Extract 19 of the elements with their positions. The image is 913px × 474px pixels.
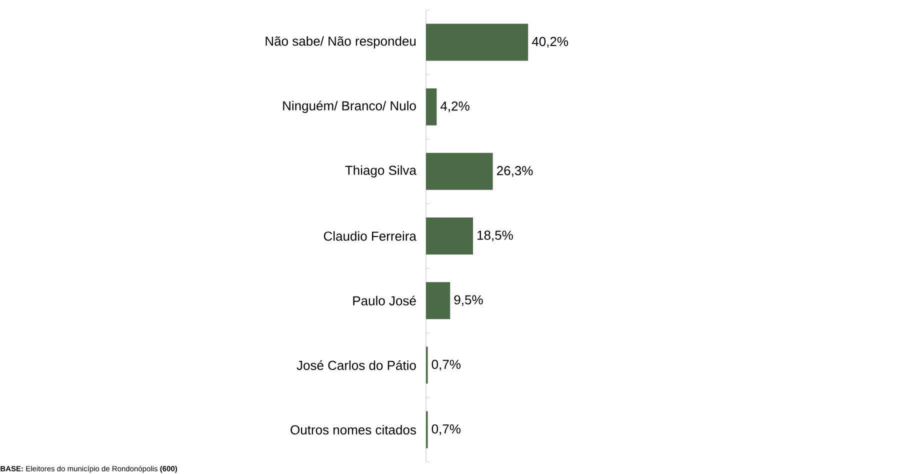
- data-label: 4,2%: [440, 101, 470, 112]
- data-label: 26,3%: [496, 166, 533, 177]
- data-label: 9,5%: [454, 295, 483, 306]
- data-label: 0,7%: [432, 360, 460, 371]
- y-tick-label: Outros nomes citados: [290, 424, 416, 434]
- y-tick-label: Thiago Silva: [345, 165, 416, 178]
- bar: [426, 218, 473, 255]
- y-tick-label: Não sabe/ Não respondeu: [266, 36, 416, 48]
- y-tick-label: Claudio Ferreira: [324, 231, 416, 241]
- y-tick-label: Paulo José: [353, 296, 416, 306]
- y-tick-label: Ninguém/ Branco/ Nulo: [283, 100, 416, 113]
- data-label: 0,7%: [432, 424, 460, 436]
- bar: [426, 88, 437, 126]
- bar: [426, 282, 450, 320]
- bar: [426, 152, 493, 190]
- data-label: 40,2%: [532, 36, 568, 48]
- data-label: 18,5%: [478, 230, 513, 242]
- y-tick-label: José Carlos do Pátio: [296, 360, 416, 370]
- bar: [426, 24, 528, 61]
